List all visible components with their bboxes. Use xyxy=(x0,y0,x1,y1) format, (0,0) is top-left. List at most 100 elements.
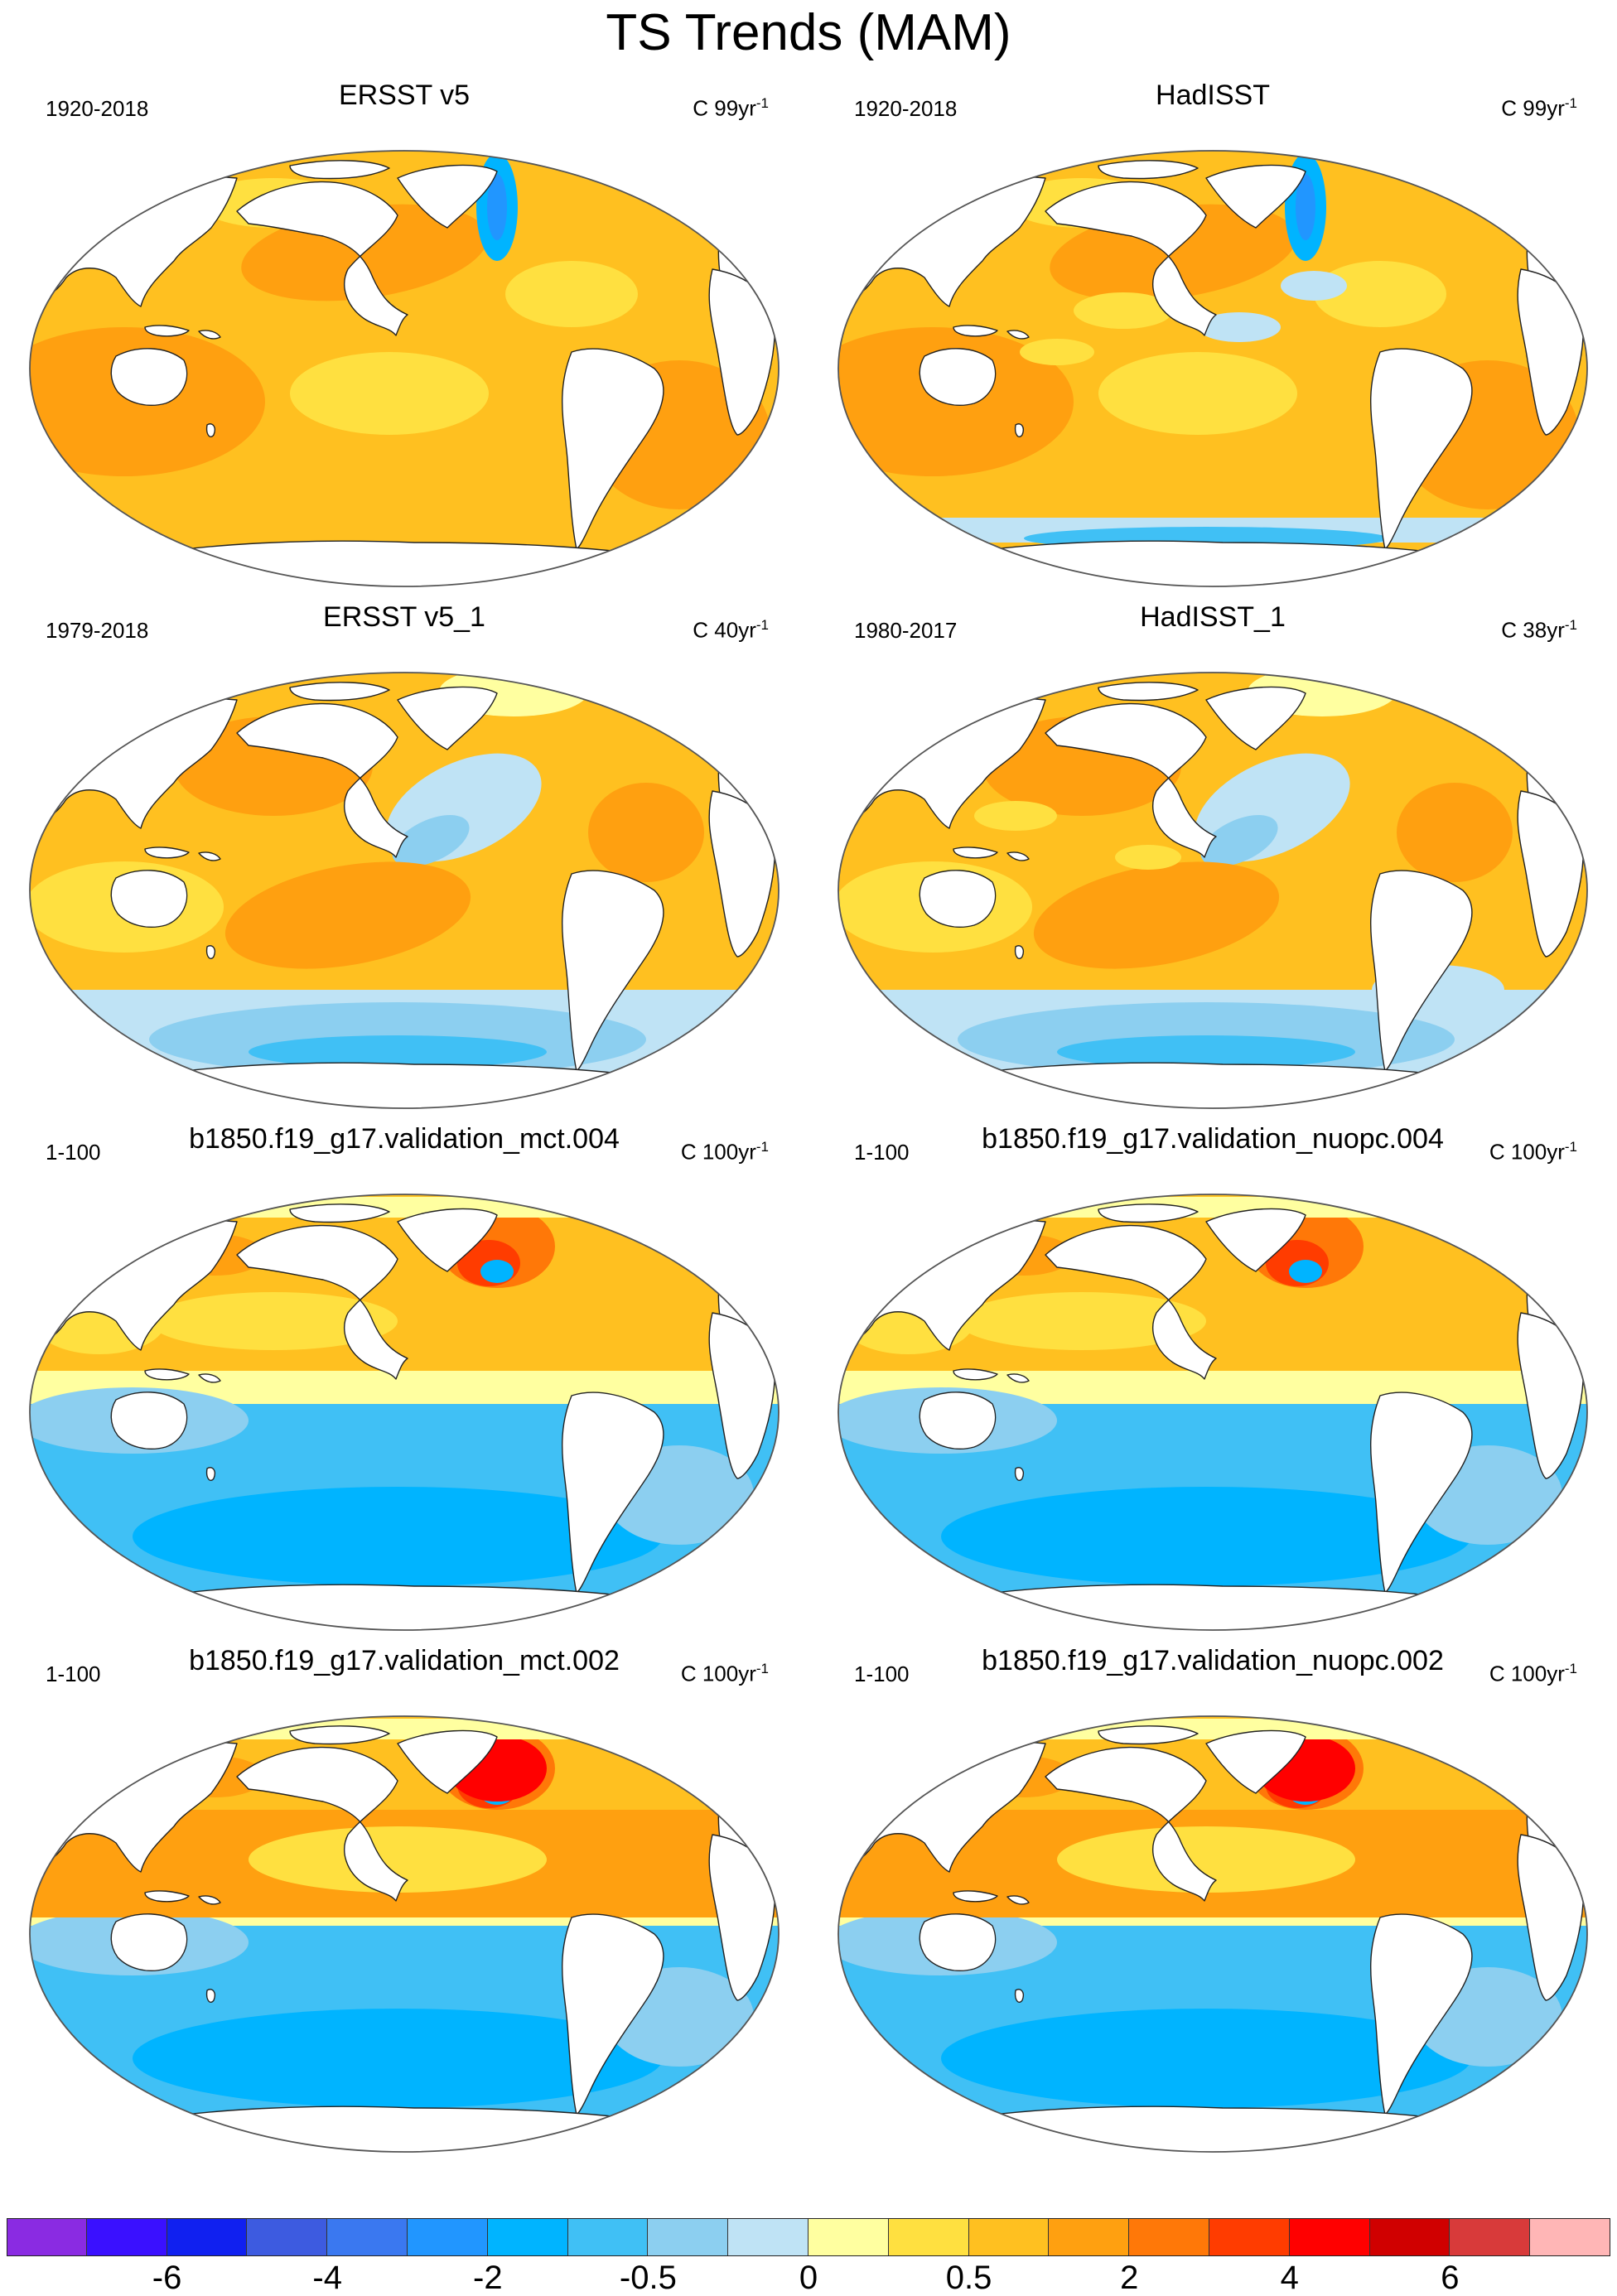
units-exponent: -1 xyxy=(1564,1139,1577,1155)
south-pacific-warm-region xyxy=(224,861,471,969)
indonesia-land xyxy=(953,1890,1030,1905)
south-indian-warm-region xyxy=(30,327,265,476)
australia-land xyxy=(919,1913,997,1971)
south-america-land xyxy=(1370,348,1473,550)
units-base: C 100yr xyxy=(1489,1661,1565,1686)
arctic-pale-band xyxy=(838,1197,1587,1218)
canada-arctic-land xyxy=(289,682,390,702)
south-indian-warm-region xyxy=(838,327,1074,476)
south-america-land xyxy=(1370,1392,1473,1594)
colorbar-tick-label: -0.5 xyxy=(619,2260,677,2296)
robinson-map xyxy=(29,1715,780,2153)
units-exponent: -1 xyxy=(1564,1661,1577,1676)
north-america-land xyxy=(236,1746,408,1902)
tropical-atlantic-pale-patch xyxy=(505,261,638,327)
new-zealand-land xyxy=(1014,1467,1024,1482)
colorbar-swatch xyxy=(1129,2218,1209,2256)
period-label: 1-100 xyxy=(854,1140,910,1165)
east-pacific-cool-core xyxy=(392,815,470,866)
labrador-sea-cooling-core xyxy=(487,174,507,240)
new-zealand-land xyxy=(1014,423,1024,438)
ocean-field xyxy=(838,1716,1587,2152)
pacific-noise-patch-c xyxy=(1020,339,1094,365)
colorbar-tick-label: -2 xyxy=(473,2260,503,2296)
indonesia-land xyxy=(953,847,1030,861)
units-exponent: -1 xyxy=(755,1661,769,1676)
indonesia-land xyxy=(953,325,1030,340)
australia-land xyxy=(110,1392,188,1449)
robinson-map xyxy=(837,1194,1588,1631)
north-america-land xyxy=(1045,181,1217,336)
ocean-field xyxy=(30,1194,779,1630)
colorbar-swatch xyxy=(1209,2218,1290,2256)
units-label: C 100yr-1 xyxy=(681,1656,769,1687)
units-base: C 40yr xyxy=(693,617,756,643)
ocean-field xyxy=(30,151,779,586)
colorbar-swatch xyxy=(888,2218,969,2256)
colorbar-swatch xyxy=(1450,2218,1531,2256)
north-america-land xyxy=(1045,1746,1217,1902)
units-label: C 99yr-1 xyxy=(1501,90,1577,122)
units-label: C 40yr-1 xyxy=(693,612,769,644)
canada-arctic-land xyxy=(1098,682,1199,702)
greenland-land xyxy=(1205,1208,1306,1272)
south-pacific-warm-region xyxy=(1033,861,1280,969)
map-panel: b1850.f19_g17.validation_nuopc.004 1-100 C… xyxy=(808,1122,1617,1644)
colorbar-swatch xyxy=(728,2218,808,2256)
greenland-land xyxy=(397,1729,498,1794)
south-america-land xyxy=(562,1392,664,1594)
central-pacific-pale-region xyxy=(249,1826,547,1893)
map-panel: ERSST v5_1 1979-2018 C 40yr-1 xyxy=(0,601,808,1122)
south-america-land xyxy=(1370,870,1473,1072)
canada-arctic-land xyxy=(289,1725,390,1745)
panel-title: HadISST xyxy=(1156,80,1270,111)
robinson-map xyxy=(837,672,1588,1109)
greenland-land xyxy=(397,686,498,750)
period-label: 1920-2018 xyxy=(854,96,958,121)
robinson-map xyxy=(29,672,780,1109)
southern-ocean-strong-cooling xyxy=(133,1487,663,1586)
arctic-pale-band xyxy=(30,1197,779,1218)
north-america-land xyxy=(236,702,408,858)
map-panel: b1850.f19_g17.validation_nuopc.002 1-100 C… xyxy=(808,1644,1617,2166)
map-panel: HadISST 1920-2018 C 99yr-1 xyxy=(808,79,1617,601)
period-label: 1-100 xyxy=(46,1140,101,1165)
pacific-noise-patch-b xyxy=(1115,845,1181,870)
panel-title: b1850.f19_g17.validation_mct.004 xyxy=(189,1123,620,1155)
indonesia-land xyxy=(144,1368,221,1383)
colorbar-swatch xyxy=(648,2218,729,2256)
south-america-land xyxy=(562,348,664,550)
units-exponent: -1 xyxy=(1564,617,1577,633)
greenland-land xyxy=(1205,1729,1306,1794)
new-zealand-land xyxy=(205,423,215,438)
pacific-noise-patch-a xyxy=(974,801,1057,831)
canada-arctic-land xyxy=(1098,1203,1199,1223)
colorbar-tick-label: 0.5 xyxy=(945,2260,992,2296)
greenland-land xyxy=(397,164,498,229)
map-panel: HadISST_1 1980-2017 C 38yr-1 xyxy=(808,601,1617,1122)
arctic-pale-band xyxy=(30,1719,779,1739)
colorbar-tick-label: -4 xyxy=(312,2260,342,2296)
colorbar-tick-label: -6 xyxy=(152,2260,182,2296)
panel-title: HadISST_1 xyxy=(1140,601,1286,633)
ocean-field xyxy=(30,673,779,1108)
greenland-land xyxy=(1205,164,1306,229)
north-atlantic-cold-blob xyxy=(480,1260,514,1283)
new-zealand-land xyxy=(205,1467,215,1482)
map-panel: b1850.f19_g17.validation_mct.002 1-100 C 1… xyxy=(0,1644,808,2166)
map-border xyxy=(29,1194,780,1631)
units-base: C 38yr xyxy=(1501,617,1565,643)
south-america-land xyxy=(1370,1913,1473,2115)
arctic-pale-band xyxy=(838,1719,1587,1739)
units-label: C 100yr-1 xyxy=(681,1134,769,1165)
period-label: 1979-2018 xyxy=(46,618,149,643)
units-base: C 100yr xyxy=(680,1139,756,1165)
colorbar-swatch xyxy=(567,2218,649,2256)
robinson-map xyxy=(29,150,780,587)
units-base: C 100yr xyxy=(680,1661,756,1686)
central-pacific-pale-region xyxy=(1057,1826,1355,1893)
pacific-noise-patch-b xyxy=(1198,312,1281,342)
north-america-land xyxy=(236,181,408,336)
panel-title: b1850.f19_g17.validation_nuopc.004 xyxy=(982,1123,1444,1155)
south-america-land xyxy=(562,1913,664,2115)
